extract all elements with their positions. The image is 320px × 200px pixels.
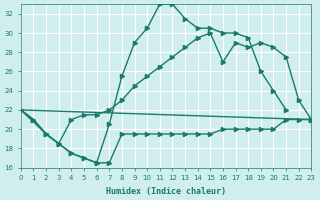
X-axis label: Humidex (Indice chaleur): Humidex (Indice chaleur) <box>106 187 226 196</box>
